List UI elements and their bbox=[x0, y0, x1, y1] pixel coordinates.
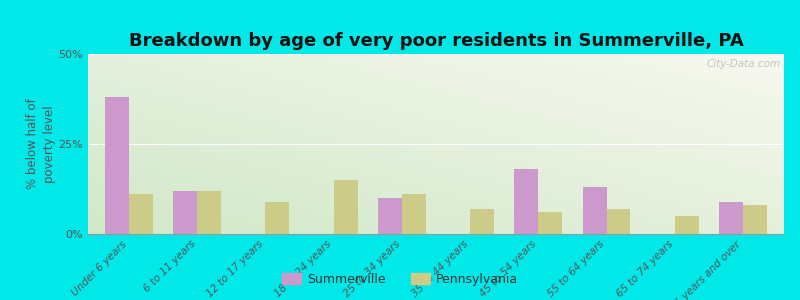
Bar bbox=[105, 97, 129, 234]
Bar bbox=[606, 209, 630, 234]
Bar bbox=[719, 202, 743, 234]
Bar bbox=[743, 205, 767, 234]
Bar bbox=[514, 169, 538, 234]
Y-axis label: % below half of
poverty level: % below half of poverty level bbox=[26, 99, 56, 189]
Bar bbox=[402, 194, 426, 234]
Bar bbox=[582, 187, 606, 234]
Bar bbox=[174, 191, 197, 234]
Bar bbox=[129, 194, 153, 234]
Title: Breakdown by age of very poor residents in Summerville, PA: Breakdown by age of very poor residents … bbox=[129, 32, 743, 50]
Bar bbox=[538, 212, 562, 234]
Bar bbox=[266, 202, 290, 234]
Bar bbox=[197, 191, 221, 234]
Bar bbox=[675, 216, 698, 234]
Text: City-Data.com: City-Data.com bbox=[706, 59, 781, 69]
Bar bbox=[378, 198, 402, 234]
Bar bbox=[334, 180, 358, 234]
Bar bbox=[470, 209, 494, 234]
Legend: Summerville, Pennsylvania: Summerville, Pennsylvania bbox=[277, 268, 523, 291]
